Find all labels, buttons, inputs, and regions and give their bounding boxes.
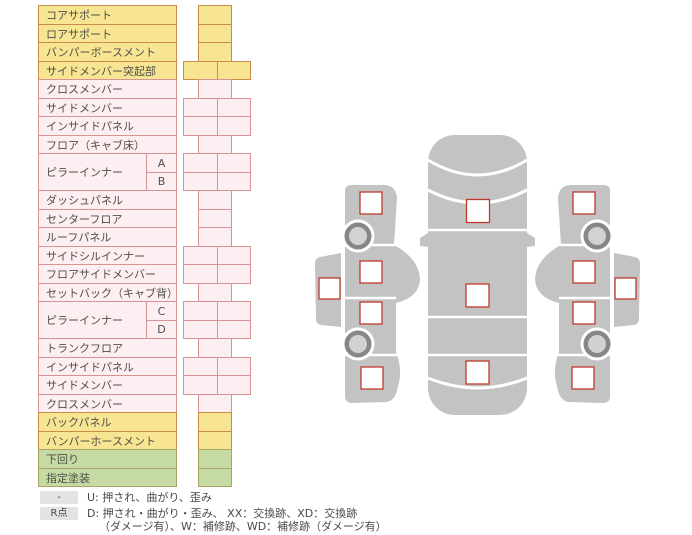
left-front-wheel-icon: [341, 219, 375, 253]
row-label: サイドメンバー: [38, 98, 177, 117]
damage-cell[interactable]: [217, 98, 251, 117]
right-mirror-icon: [527, 233, 535, 247]
legend-text-rpoint-line1: D: 押され・曲がり・歪み、 XX：交換跡、XD：交換跡: [87, 507, 358, 520]
damage-cell[interactable]: [183, 357, 218, 376]
damage-cell[interactable]: [217, 320, 251, 339]
row-label: センターフロア: [38, 209, 177, 228]
marker-right-sill[interactable]: [614, 277, 637, 300]
damage-cell[interactable]: [198, 431, 232, 450]
row-label: ルーフパネル: [38, 227, 177, 247]
marker-hood[interactable]: [465, 198, 491, 224]
damage-cell[interactable]: [198, 338, 232, 358]
legend-text-u: U: 押され、曲がり、歪み: [87, 491, 212, 504]
parts-table: コアサポート ロアサポート バンパーボースメント サイドメンバー突起部 クロスメンバーサ…: [38, 5, 252, 489]
legend-item-u: - U: 押され、曲がり、歪み: [40, 491, 387, 504]
left-rear-wheel-icon: [341, 327, 375, 361]
damage-cell[interactable]: [198, 79, 232, 99]
damage-cell[interactable]: [198, 209, 232, 228]
right-rear-wheel-icon: [580, 327, 614, 361]
marker-left-front-fender[interactable]: [359, 191, 383, 215]
row-label: サイドシルインナー: [38, 246, 177, 265]
marker-left-rear-fender[interactable]: [360, 366, 384, 390]
damage-cell[interactable]: [217, 301, 251, 321]
damage-cell[interactable]: [183, 375, 218, 395]
damage-cell[interactable]: [198, 24, 232, 43]
marker-trunk[interactable]: [465, 360, 490, 385]
damage-cell[interactable]: [198, 449, 232, 469]
row-label: クロスメンバー: [38, 394, 177, 413]
damage-cell[interactable]: [183, 246, 218, 265]
damage-cell[interactable]: [183, 264, 218, 284]
legend-badge-rpoint: R点: [40, 507, 78, 520]
right-front-wheel-icon: [580, 219, 614, 253]
damage-cell[interactable]: [217, 172, 251, 191]
damage-cell[interactable]: [198, 468, 232, 487]
row-label: フロアサイドメンバー: [38, 264, 177, 284]
damage-cell[interactable]: [183, 61, 218, 80]
row-label: バンパーボースメント: [38, 42, 177, 62]
damage-cell[interactable]: [183, 301, 218, 321]
damage-cell[interactable]: [198, 412, 232, 432]
row-sublabel: C: [146, 301, 177, 321]
damage-cell[interactable]: [198, 394, 232, 413]
damage-cell[interactable]: [198, 5, 232, 25]
damage-cell[interactable]: [183, 153, 218, 173]
row-label: トランクフロア: [38, 338, 177, 358]
row-label: バックパネル: [38, 412, 177, 432]
damage-cell[interactable]: [198, 283, 232, 302]
row-sublabel: D: [146, 320, 177, 339]
row-label: サイドメンバー突起部: [38, 61, 177, 80]
damage-cell[interactable]: [217, 116, 251, 136]
legend-badge-dash: -: [40, 491, 78, 504]
damage-cell[interactable]: [217, 375, 251, 395]
legend-item-rpoint: R点 D: 押され・曲がり・歪み、 XX：交換跡、XD：交換跡 （ダメージ有）、…: [40, 507, 387, 533]
car-top-body: [428, 135, 527, 415]
marker-right-front-fender[interactable]: [572, 191, 596, 215]
damage-cell[interactable]: [217, 61, 251, 80]
damage-cell[interactable]: [198, 227, 232, 247]
row-label: ダッシュパネル: [38, 190, 177, 210]
row-label: 指定塗装: [38, 468, 177, 487]
row-label: フロア（キャブ床）: [38, 135, 177, 154]
legend-text-rpoint: D: 押され・曲がり・歪み、 XX：交換跡、XD：交換跡 （ダメージ有）、W：補…: [87, 507, 387, 533]
damage-cell[interactable]: [198, 42, 232, 62]
damage-cell[interactable]: [198, 135, 232, 154]
legend: - U: 押され、曲がり、歪み R点 D: 押され・曲がり・歪み、 XX：交換跡…: [40, 491, 387, 535]
damage-cell[interactable]: [183, 320, 218, 339]
row-label: インサイドパネル: [38, 116, 177, 136]
row-sublabel: B: [146, 172, 177, 191]
damage-cell[interactable]: [217, 264, 251, 284]
marker-roof[interactable]: [465, 283, 490, 308]
marker-left-front-door[interactable]: [359, 260, 383, 284]
car-left-side-view: [315, 185, 420, 403]
damage-cell[interactable]: [183, 172, 218, 191]
damage-cell[interactable]: [217, 246, 251, 265]
car-right-side-view: [535, 185, 640, 403]
row-label: バンパーホースメント: [38, 431, 177, 450]
damage-cell[interactable]: [183, 116, 218, 136]
row-label: クロスメンバー: [38, 79, 177, 99]
row-label: インサイドパネル: [38, 357, 177, 376]
marker-right-rear-fender[interactable]: [571, 366, 595, 390]
damage-cell[interactable]: [217, 357, 251, 376]
row-label: サイドメンバー: [38, 375, 177, 395]
row-label: ロアサポート: [38, 24, 177, 43]
row-sublabel: A: [146, 153, 177, 173]
damage-cell[interactable]: [198, 190, 232, 210]
car-top-view: [420, 135, 535, 415]
marker-right-rear-door[interactable]: [572, 301, 596, 325]
damage-cell[interactable]: [217, 153, 251, 173]
row-label: 下回り: [38, 449, 177, 469]
car-diagram: [315, 135, 640, 415]
left-mirror-icon: [420, 233, 428, 247]
row-label: コアサポート: [38, 5, 177, 25]
row-label: セットバック（キャブ背）: [38, 283, 177, 302]
legend-text-rpoint-line2: （ダメージ有）、W：補修跡、WD：補修跡（ダメージ有）: [99, 520, 387, 533]
marker-left-rear-door[interactable]: [359, 301, 383, 325]
damage-cell[interactable]: [183, 98, 218, 117]
marker-right-front-door[interactable]: [572, 260, 596, 284]
marker-left-sill[interactable]: [318, 277, 341, 300]
